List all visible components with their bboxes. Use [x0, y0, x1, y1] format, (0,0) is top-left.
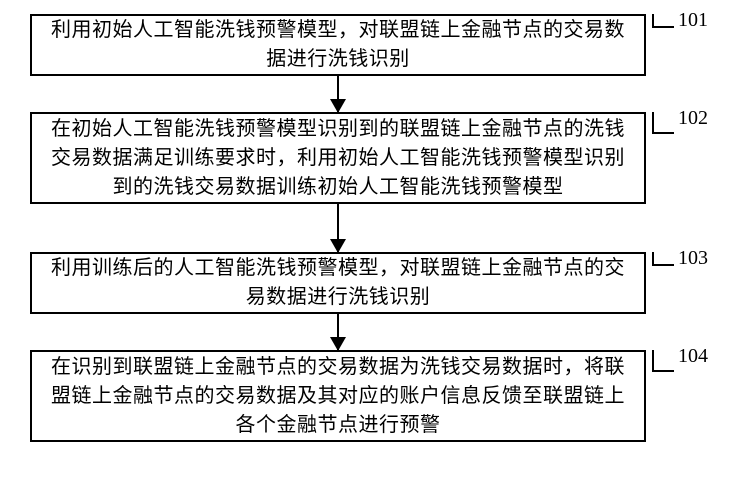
step-row-101: 利用初始人工智能洗钱预警模型，对联盟链上金融节点的交易数据进行洗钱识别 101: [30, 14, 720, 76]
arrow-down-icon: [337, 76, 339, 112]
arrow-wrap: [30, 76, 646, 112]
arrow-down-icon: [337, 314, 339, 350]
step-tick-mark: [652, 14, 674, 28]
step-tick-mark: [652, 252, 674, 266]
step-label-col: 101: [652, 14, 708, 30]
step-row-102: 在初始人工智能洗钱预警模型识别到的联盟链上金融节点的洗钱交易数据满足训练要求时，…: [30, 112, 720, 204]
step-tick-mark: [652, 350, 674, 372]
step-label-col: 103: [652, 252, 708, 268]
step-box-104: 在识别到联盟链上金融节点的交易数据为洗钱交易数据时，将联盟链上金融节点的交易数据…: [30, 350, 646, 442]
step-label: 101: [678, 10, 708, 30]
arrow-wrap: [30, 204, 646, 252]
step-text: 利用初始人工智能洗钱预警模型，对联盟链上金融节点的交易数据进行洗钱识别: [44, 16, 632, 74]
step-label: 102: [678, 108, 708, 128]
step-text: 在初始人工智能洗钱预警模型识别到的联盟链上金融节点的洗钱交易数据满足训练要求时，…: [44, 115, 632, 202]
step-label: 104: [678, 346, 708, 366]
step-text: 在识别到联盟链上金融节点的交易数据为洗钱交易数据时，将联盟链上金融节点的交易数据…: [44, 353, 632, 440]
step-label: 103: [678, 248, 708, 268]
arrow-down-icon: [337, 204, 339, 252]
step-box-103: 利用训练后的人工智能洗钱预警模型，对联盟链上金融节点的交易数据进行洗钱识别: [30, 252, 646, 314]
step-tick-mark: [652, 112, 674, 134]
flowchart-container: 利用初始人工智能洗钱预警模型，对联盟链上金融节点的交易数据进行洗钱识别 101 在初…: [30, 14, 720, 442]
step-text: 利用训练后的人工智能洗钱预警模型，对联盟链上金融节点的交易数据进行洗钱识别: [44, 254, 632, 312]
step-row-103: 利用训练后的人工智能洗钱预警模型，对联盟链上金融节点的交易数据进行洗钱识别 103: [30, 252, 720, 314]
arrow-wrap: [30, 314, 646, 350]
step-row-104: 在识别到联盟链上金融节点的交易数据为洗钱交易数据时，将联盟链上金融节点的交易数据…: [30, 350, 720, 442]
step-label-col: 102: [652, 112, 708, 134]
step-box-102: 在初始人工智能洗钱预警模型识别到的联盟链上金融节点的洗钱交易数据满足训练要求时，…: [30, 112, 646, 204]
step-label-col: 104: [652, 350, 708, 372]
step-box-101: 利用初始人工智能洗钱预警模型，对联盟链上金融节点的交易数据进行洗钱识别: [30, 14, 646, 76]
